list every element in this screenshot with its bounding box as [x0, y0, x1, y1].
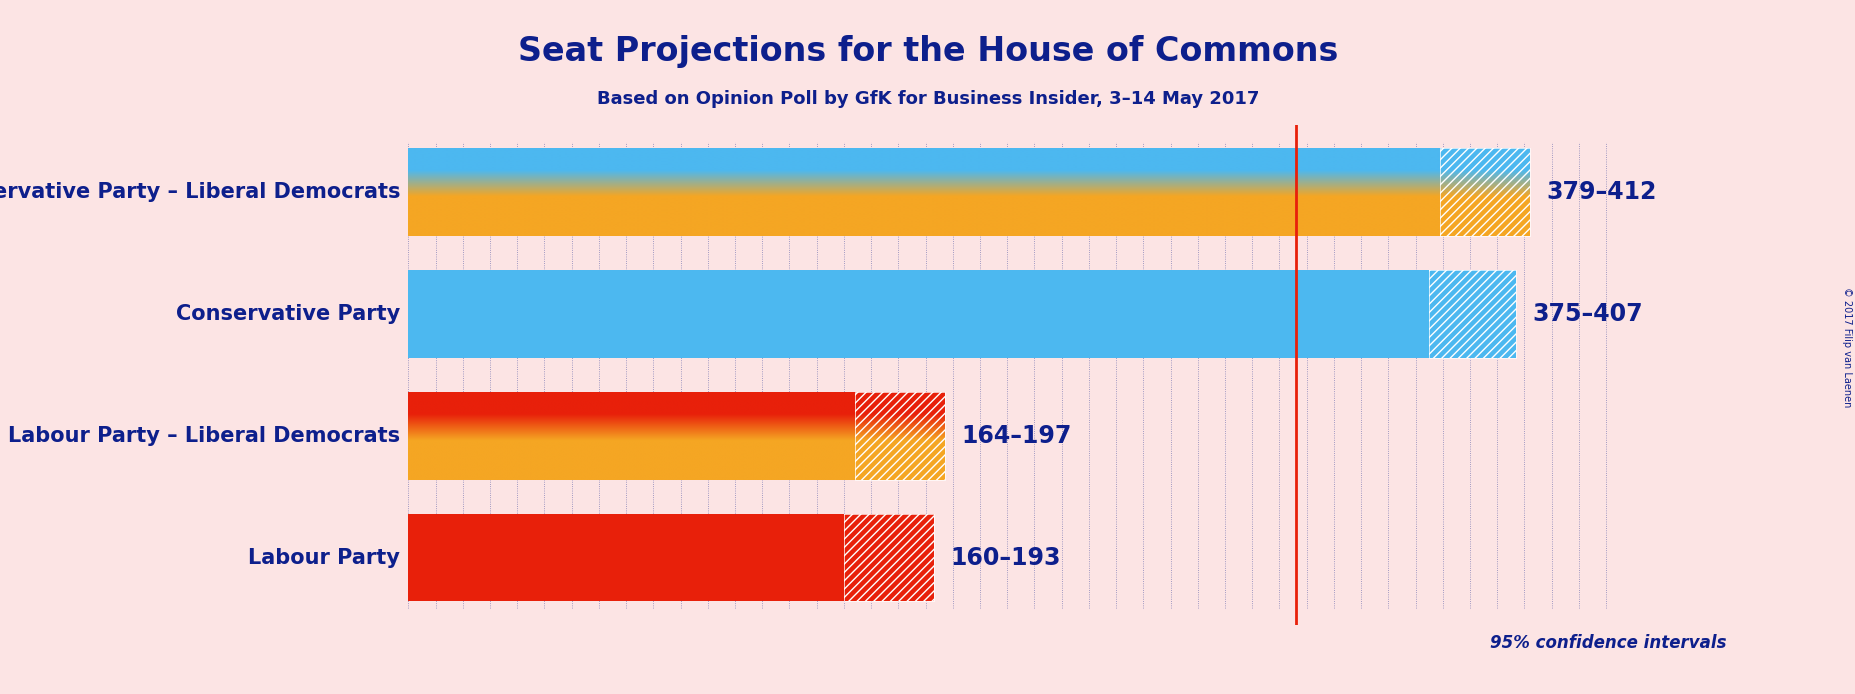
Bar	[1439, 148, 1529, 236]
Bar	[1428, 270, 1516, 357]
Bar	[855, 392, 944, 480]
Text: Conservative Party – Liberal Democrats: Conservative Party – Liberal Democrats	[0, 182, 401, 202]
Text: Seat Projections for the House of Commons: Seat Projections for the House of Common…	[518, 35, 1337, 68]
Text: 375–407: 375–407	[1532, 302, 1642, 325]
Bar	[1428, 270, 1516, 357]
Text: Based on Opinion Poll by GfK for Business Insider, 3–14 May 2017: Based on Opinion Poll by GfK for Busines…	[597, 90, 1258, 108]
Text: 95% confidence intervals: 95% confidence intervals	[1490, 634, 1725, 652]
Bar	[1439, 148, 1529, 236]
Text: 379–412: 379–412	[1545, 180, 1657, 204]
Bar	[844, 514, 933, 602]
Text: Labour Party – Liberal Democrats: Labour Party – Liberal Democrats	[7, 425, 401, 446]
Bar	[844, 514, 933, 602]
Text: 164–197: 164–197	[961, 424, 1070, 448]
Bar	[1428, 270, 1516, 357]
Text: Conservative Party: Conservative Party	[176, 304, 401, 324]
Text: © 2017 Filip van Laenen: © 2017 Filip van Laenen	[1842, 287, 1851, 407]
Text: Labour Party: Labour Party	[249, 548, 401, 568]
Bar	[408, 514, 844, 602]
Bar	[844, 514, 933, 602]
Bar	[408, 270, 1428, 357]
Bar	[855, 392, 944, 480]
Text: 160–193: 160–193	[950, 545, 1059, 570]
